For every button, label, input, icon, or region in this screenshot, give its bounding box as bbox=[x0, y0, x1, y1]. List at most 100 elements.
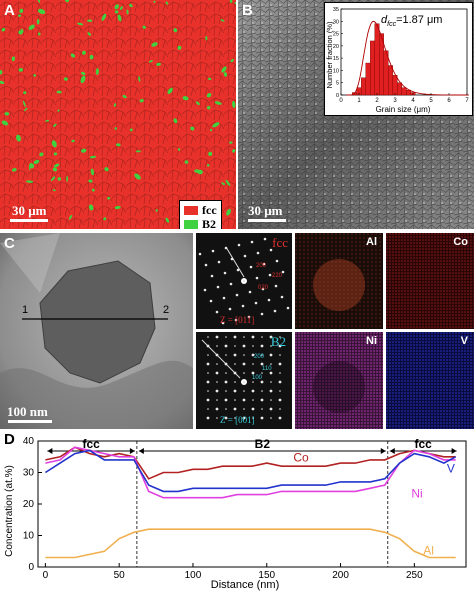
panel-c-scale-bar bbox=[8, 420, 52, 423]
b2-grain bbox=[88, 179, 93, 183]
diffraction-spot bbox=[269, 353, 273, 357]
b2-grain bbox=[18, 68, 24, 72]
diffraction-spot bbox=[215, 335, 219, 339]
diffraction-spot bbox=[251, 353, 255, 357]
histogram-x-tick: 2 bbox=[375, 98, 379, 104]
diffraction-spot bbox=[234, 381, 236, 383]
diffraction-spot bbox=[215, 407, 219, 411]
b2-grain bbox=[173, 28, 178, 33]
b2-grain bbox=[81, 71, 86, 76]
diffraction-spot bbox=[228, 307, 232, 311]
diffraction-spot bbox=[203, 288, 207, 292]
diffraction-spot bbox=[249, 265, 253, 269]
b2-grain bbox=[165, 1, 169, 5]
histogram-ylabel: Number fraction (%) bbox=[325, 21, 334, 89]
b2-grain bbox=[28, 24, 35, 31]
eds-map-ni: Ni bbox=[295, 332, 383, 429]
diffraction-spot bbox=[235, 293, 239, 297]
diffraction-spot bbox=[268, 273, 272, 277]
b2-grain bbox=[107, 196, 111, 200]
b2-grain bbox=[52, 167, 58, 172]
diffraction-spot bbox=[260, 398, 264, 402]
diffraction-spot bbox=[270, 417, 272, 419]
saed-b2-spot-3: 100 bbox=[252, 375, 263, 381]
b2-grain bbox=[195, 101, 200, 106]
b2-particle bbox=[39, 260, 156, 384]
diffraction-spot bbox=[270, 381, 272, 383]
diffraction-spot bbox=[261, 372, 263, 374]
profile-x-tick: 250 bbox=[406, 570, 423, 581]
series-line-co bbox=[45, 446, 456, 480]
b2-grain bbox=[177, 45, 182, 50]
diffraction-spot bbox=[217, 260, 221, 264]
diffraction-spot bbox=[216, 345, 218, 347]
diffraction-spot bbox=[260, 380, 264, 384]
b2-grain bbox=[232, 149, 236, 153]
b2-grain bbox=[23, 91, 27, 95]
b2-grain bbox=[77, 22, 84, 26]
diffraction-spot bbox=[243, 390, 245, 392]
diffraction-spot bbox=[270, 345, 272, 347]
eds-label-ni: Ni bbox=[366, 335, 377, 347]
diffraction-spot bbox=[269, 248, 273, 252]
b2-grain bbox=[139, 98, 144, 103]
b2-grain bbox=[116, 143, 121, 147]
eds-map-v: V bbox=[386, 332, 474, 429]
grain-size-inset: 0 1 2 3 4 5 6 7 0 5 10 15 20 25 30 35 Number fraction (… bbox=[324, 2, 473, 116]
b2-grain bbox=[122, 94, 127, 99]
b2-grain bbox=[214, 101, 222, 105]
b2-grain bbox=[56, 90, 62, 94]
diffraction-spot bbox=[243, 336, 245, 338]
b2-grain bbox=[87, 19, 93, 22]
b2-swatch bbox=[184, 219, 198, 229]
diffraction-spot bbox=[233, 407, 237, 411]
histogram-bar bbox=[361, 77, 366, 96]
b2-grain bbox=[11, 168, 17, 172]
b2-grain bbox=[177, 148, 181, 151]
b2-grain bbox=[38, 32, 41, 36]
histogram-x-tick: 0 bbox=[339, 98, 343, 104]
b2-grain bbox=[194, 169, 201, 173]
diffraction-spot bbox=[279, 372, 281, 374]
diffraction-spot bbox=[269, 407, 273, 411]
b2-grain bbox=[89, 155, 97, 159]
diffraction-spot bbox=[242, 380, 246, 384]
b2-grain bbox=[0, 80, 5, 85]
diffraction-spot bbox=[281, 270, 285, 274]
diffraction-spot bbox=[250, 240, 254, 244]
panel-a-phase-map: A 30 μm fcc B2 bbox=[0, 0, 236, 229]
histogram-bar bbox=[401, 87, 407, 96]
profile-y-tick: 0 bbox=[28, 562, 34, 573]
b2-grain bbox=[82, 50, 86, 55]
b2-grain bbox=[101, 13, 107, 21]
diffraction-spot bbox=[216, 381, 218, 383]
b2-grain bbox=[19, 8, 24, 14]
saed-fcc-spot-3: 020 bbox=[258, 285, 269, 291]
panel-b-scale-text: 30 μm bbox=[248, 203, 283, 218]
diffraction-spot bbox=[243, 354, 245, 356]
series-line-al bbox=[45, 528, 456, 559]
b2-grain bbox=[114, 206, 121, 210]
saed-fcc-phase: fcc bbox=[272, 235, 288, 250]
diffraction-spot bbox=[224, 398, 228, 402]
b2-grain bbox=[53, 152, 58, 156]
profile-y-tick: 30 bbox=[23, 468, 35, 479]
series-label-ni: Ni bbox=[411, 487, 422, 501]
diffraction-spot bbox=[207, 354, 209, 356]
diffraction-spot bbox=[279, 390, 281, 392]
diffraction-spot bbox=[252, 399, 254, 401]
line-scan-start: 1 bbox=[22, 304, 28, 316]
histogram-x-tick: 3 bbox=[393, 98, 397, 104]
profile-x-tick: 50 bbox=[114, 570, 126, 581]
b2-grain bbox=[221, 66, 227, 73]
b2-grain bbox=[20, 28, 24, 33]
diffraction-spot bbox=[270, 363, 272, 365]
histogram-bar bbox=[397, 82, 402, 96]
b2-grain bbox=[70, 53, 76, 58]
diffraction-spot bbox=[215, 389, 219, 393]
diffraction-spot bbox=[255, 276, 259, 280]
diffraction-spot bbox=[243, 372, 245, 374]
phase-legend: fcc B2 bbox=[179, 200, 222, 229]
b2-grain bbox=[89, 54, 94, 60]
